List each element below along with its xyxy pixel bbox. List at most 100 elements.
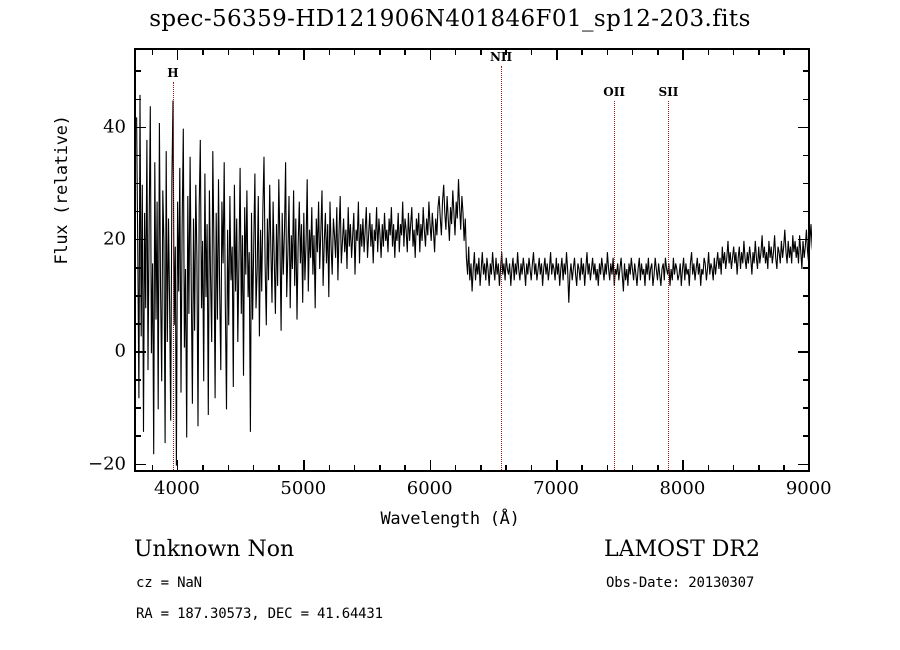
x-axis-tick: [227, 49, 229, 55]
x-axis-tick: [606, 465, 609, 471]
x-axis-tick: [379, 49, 381, 55]
y-axis-tick: [798, 463, 809, 466]
obs-date: Obs-Date: 20130307: [606, 575, 755, 591]
y-axis-tick: [803, 98, 809, 101]
x-tick-label: 4000: [154, 478, 200, 499]
x-axis-tick: [404, 49, 406, 55]
x-axis-tick: [631, 49, 634, 55]
x-tick-label: 9000: [785, 478, 832, 499]
spectrum-trace: [136, 94, 812, 466]
page-title: spec-56359-HD121906N401846F01_sp12-203.f…: [149, 6, 751, 32]
x-axis-tick: [328, 49, 331, 55]
y-axis-tick: [135, 463, 146, 466]
survey-name: LAMOST DR2: [604, 537, 760, 562]
coordinates: RA = 187.30573, DEC = 41.64431: [136, 606, 383, 622]
x-tick-label: 6000: [406, 478, 453, 499]
y-axis-tick: [135, 323, 141, 325]
y-axis-tick: [135, 435, 141, 437]
x-axis-tick: [732, 49, 735, 55]
x-tick-label: 7000: [533, 478, 579, 499]
x-axis-tick: [657, 49, 659, 55]
line-label-h: H: [167, 66, 179, 80]
line-label-sii: SII: [658, 85, 679, 99]
x-axis-tick: [530, 49, 533, 55]
y-axis-tick: [803, 182, 809, 185]
y-axis-tick: [803, 267, 809, 269]
x-axis-tick: [454, 465, 457, 471]
x-axis-tick: [682, 460, 684, 471]
x-axis-tick: [252, 49, 255, 55]
x-axis-tick: [303, 460, 305, 471]
x-axis-tick: [480, 49, 482, 55]
y-axis-tick: [135, 379, 141, 381]
x-axis-tick: [454, 49, 457, 55]
line-marker-nii: [501, 66, 503, 470]
line-label-nii: NII: [489, 50, 513, 64]
y-axis-tick: [803, 379, 809, 381]
y-axis-tick: [135, 98, 141, 101]
x-tick-label: 5000: [280, 478, 327, 499]
x-axis-tick: [530, 465, 533, 471]
x-axis-tick: [732, 465, 735, 471]
x-tick-label: 8000: [659, 478, 706, 499]
x-axis-tick: [278, 465, 280, 471]
x-axis-tick: [505, 49, 507, 55]
x-axis-tick: [657, 465, 659, 471]
y-axis-tick: [803, 323, 809, 325]
x-axis-tick: [682, 49, 684, 60]
x-axis-tick: [429, 460, 432, 471]
x-axis-tick: [505, 465, 507, 471]
x-axis-tick: [581, 465, 583, 471]
x-axis-title: Wavelength (Å): [380, 509, 520, 529]
y-axis-tick: [798, 351, 809, 353]
y-axis-tick: [135, 351, 146, 353]
x-axis-tick: [278, 49, 280, 55]
y-axis-tick: [798, 238, 809, 241]
y-axis-tick: [135, 154, 141, 157]
x-axis-tick: [202, 465, 204, 471]
x-axis-tick: [631, 465, 634, 471]
y-axis-tick: [135, 238, 146, 241]
x-axis-tick: [353, 465, 356, 471]
x-axis-tick: [328, 465, 331, 471]
x-axis-tick: [581, 49, 583, 55]
object-class: Unknown Non: [134, 537, 295, 562]
x-axis-tick: [480, 465, 482, 471]
y-axis-tick: [135, 182, 141, 185]
y-axis-tick: [798, 126, 809, 129]
line-label-oii: OII: [603, 85, 625, 99]
x-axis-tick: [202, 49, 204, 55]
y-axis-tick: [803, 295, 809, 297]
y-tick-label: 40: [103, 116, 126, 138]
line-marker-oii: [614, 101, 616, 470]
y-axis-tick: [803, 70, 809, 72]
y-tick-label: 20: [103, 228, 126, 250]
y-axis-tick: [803, 435, 809, 437]
y-axis-tick: [135, 267, 141, 269]
cz-value: cz = NaN: [136, 575, 202, 591]
y-axis-tick: [135, 70, 141, 72]
x-axis-tick: [556, 49, 558, 60]
x-axis-tick: [556, 460, 558, 471]
plot-frame: [134, 48, 812, 472]
y-axis-tick: [135, 407, 141, 409]
x-axis-tick: [379, 465, 381, 471]
y-axis-tick: [135, 210, 141, 213]
y-axis-tick: [135, 126, 146, 129]
y-axis-title: Flux (relative): [52, 115, 72, 265]
x-axis-tick: [707, 49, 710, 55]
y-axis-tick: [803, 154, 809, 157]
x-axis-tick: [758, 465, 760, 471]
x-axis-tick: [429, 49, 432, 60]
x-axis-tick: [606, 49, 609, 55]
x-axis-tick: [783, 49, 785, 55]
line-marker-sii: [668, 101, 670, 470]
x-axis-tick: [303, 49, 305, 60]
x-axis-tick: [227, 465, 229, 471]
x-axis-tick: [758, 49, 760, 55]
x-axis-tick: [176, 460, 179, 471]
y-tick-label: −20: [88, 453, 126, 475]
x-axis-tick: [404, 465, 406, 471]
x-axis-tick: [252, 465, 255, 471]
